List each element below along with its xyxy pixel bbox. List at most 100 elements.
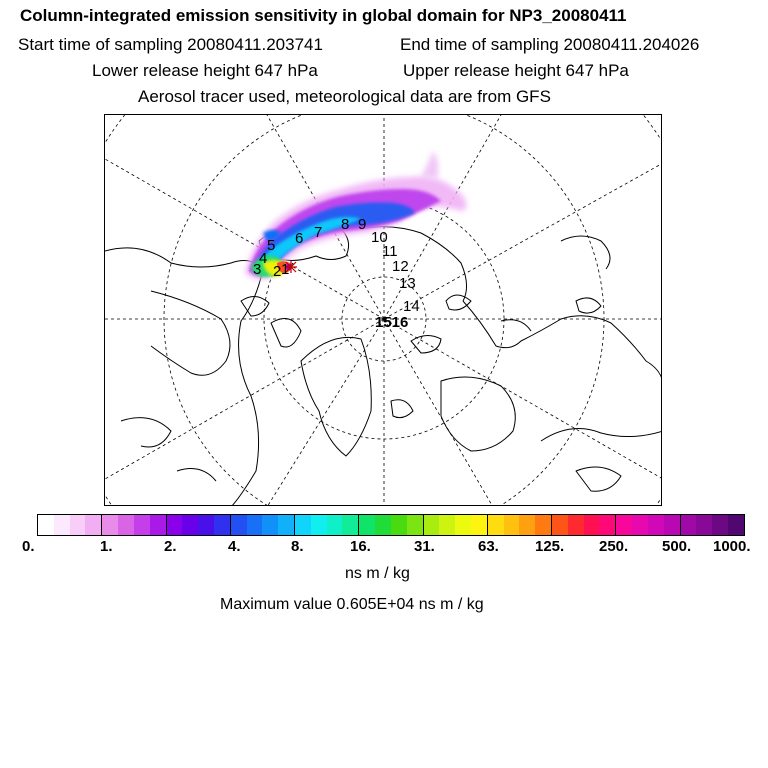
coastlines	[105, 225, 661, 505]
okhotsk-coast	[560, 235, 611, 270]
novaya-zemlya-coast	[445, 294, 472, 311]
caspian-coast	[575, 466, 622, 492]
polar-map-panel: 1 2 3 4 5 6 7 8 9 10 11 12 13 14 1516	[104, 114, 662, 506]
map-svg: 1 2 3 4 5 6 7 8 9 10 11 12 13 14 1516	[105, 115, 661, 505]
colorbar-tick-label: 4.	[228, 538, 241, 555]
colorbar-units: ns m / kg	[345, 565, 410, 582]
colorbar-tick-label: 31.	[414, 538, 435, 555]
svalbard-coast	[410, 335, 442, 354]
colorbar-swatch	[326, 515, 343, 535]
trajectory-label: 10	[371, 229, 388, 246]
colorbar-swatch	[294, 515, 311, 535]
colorbar-tick-label: 1000.	[713, 538, 751, 555]
colorbar	[37, 514, 745, 536]
colorbar-swatch	[229, 515, 247, 535]
trajectory-label: 1	[281, 261, 289, 278]
north-america-coast	[105, 247, 264, 505]
trajectory-label: 5	[267, 237, 275, 254]
colorbar-tick-label: 125.	[535, 538, 565, 555]
colorbar-tick-label: 250.	[599, 538, 629, 555]
colorbar-swatch	[727, 515, 744, 535]
colorbar-swatch	[262, 515, 279, 535]
taymyr-coast	[500, 319, 532, 332]
colorbar-swatch	[69, 515, 86, 535]
end-time-text: End time of sampling 20080411.204026	[400, 35, 700, 54]
emission-sensitivity-plume	[245, 151, 467, 280]
colorbar-swatch	[535, 515, 551, 535]
colorbar-tick-label: 0.	[22, 538, 35, 555]
tracer-note-text: Aerosol tracer used, meteorological data…	[138, 87, 551, 106]
colorbar-swatch	[503, 515, 520, 535]
colorbar-swatch	[615, 515, 633, 535]
iceland-coast	[390, 399, 414, 419]
colorbar-swatch	[38, 515, 54, 535]
colorbar-tick-label: 1.	[100, 538, 113, 555]
trajectory-label: 6	[295, 230, 303, 247]
colorbar-tick-label: 500.	[662, 538, 692, 555]
colorbar-swatch	[583, 515, 600, 535]
colorbar-tick-label: 8.	[291, 538, 304, 555]
greenland-coast	[300, 336, 372, 457]
colorbar-swatch	[406, 515, 423, 535]
latitude-circle-60	[163, 115, 605, 505]
colorbar-swatch	[310, 515, 327, 535]
trajectory-label: 4	[259, 250, 267, 267]
colorbar-swatch	[551, 515, 568, 535]
colorbar-swatch	[390, 515, 407, 535]
colorbar-swatch	[422, 515, 440, 535]
trajectory-label: 11	[382, 243, 398, 260]
upper-height-text: Upper release height 647 hPa	[403, 61, 629, 80]
colorbar-swatch	[599, 515, 616, 535]
colorbar-swatch	[198, 515, 214, 535]
trajectory-label: 13	[399, 275, 416, 292]
lower-height-text: Lower release height 647 hPa	[92, 61, 318, 80]
north-siberia-coast	[462, 300, 661, 378]
hudson-bay-coast	[150, 290, 231, 376]
colorbar-swatch	[663, 515, 680, 535]
colorbar-swatch	[149, 515, 166, 535]
colorbar-swatch	[455, 515, 471, 535]
colorbar-swatch	[439, 515, 456, 535]
colorbar-swatch	[470, 515, 487, 535]
colorbar-tick-label: 16.	[350, 538, 371, 555]
release-point-marker	[285, 261, 297, 273]
east-siberia-coast	[360, 226, 467, 302]
colorbar-swatch	[679, 515, 697, 535]
colorbar-swatch	[567, 515, 584, 535]
colorbar-swatch	[486, 515, 504, 535]
colorbar-swatch	[101, 515, 119, 535]
colorbar-swatch	[519, 515, 536, 535]
colorbar-swatch	[133, 515, 150, 535]
colorbar-tick-label: 2.	[164, 538, 177, 555]
colorbar-swatch	[165, 515, 183, 535]
trajectory-label-group: 1 2 3 4 5 6 7 8 9 10 11 12 13 14 1516	[253, 216, 420, 331]
asia-lake-coast	[575, 297, 602, 314]
colorbar-swatch	[375, 515, 391, 535]
trajectory-label: 2	[273, 263, 281, 280]
arctic-island-coast	[240, 296, 270, 317]
colorbar-swatch	[278, 515, 294, 535]
colorbar-swatch	[182, 515, 199, 535]
plot-title: Column-integrated emission sensitivity i…	[20, 6, 627, 25]
colorbar-swatch	[342, 515, 359, 535]
maximum-value-text: Maximum value 0.605E+04 ns m / kg	[220, 596, 484, 613]
trajectory-label: 12	[392, 258, 409, 275]
trajectory-label: 8	[341, 216, 349, 233]
colorbar-swatch	[696, 515, 713, 535]
colorbar-swatch	[358, 515, 376, 535]
start-time-text: Start time of sampling 20080411.203741	[18, 35, 323, 54]
scandinavia-coast	[440, 376, 516, 452]
trajectory-label: 7	[314, 224, 322, 241]
trajectory-label-overlap: 1516	[375, 314, 408, 331]
colorbar-swatch	[53, 515, 70, 535]
trajectory-label: 14	[403, 298, 420, 315]
trajectory-label: 3	[253, 261, 261, 278]
europe-coast	[540, 428, 661, 442]
colorbar-swatch	[246, 515, 263, 535]
colorbar-swatch	[85, 515, 102, 535]
colorbar-swatch	[632, 515, 648, 535]
baffin-island-coast	[270, 318, 302, 348]
trajectory-label: 9	[358, 216, 366, 233]
colorbar-swatch	[647, 515, 664, 535]
colorbar-swatch	[118, 515, 134, 535]
